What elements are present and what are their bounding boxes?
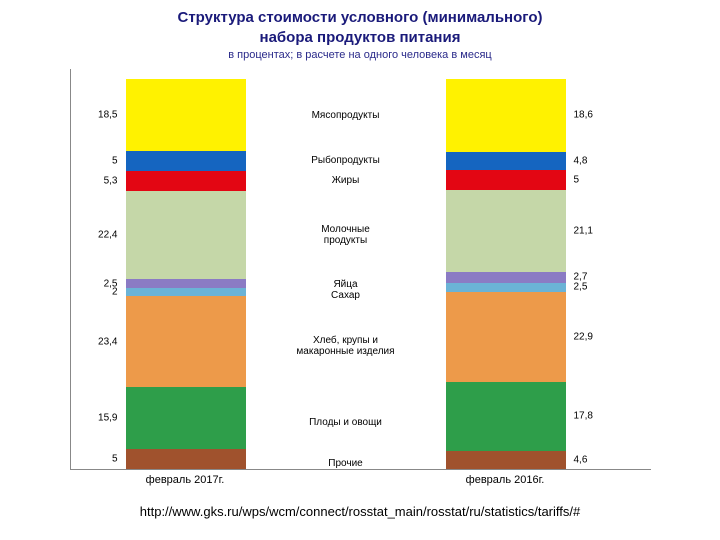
value-feb2017-7: 15,9	[98, 413, 117, 424]
segment-feb2017-0: 18,5	[126, 79, 246, 151]
value-feb2016-1: 4,8	[574, 155, 588, 166]
value-feb2016-5: 2,5	[574, 282, 588, 293]
title-line2: набора продуктов питания	[260, 29, 461, 46]
segment-feb2017-2: 5,3	[126, 171, 246, 192]
value-feb2016-8: 4,6	[574, 454, 588, 465]
segment-feb2016-5: 2,5	[446, 283, 566, 293]
segment-feb2016-3: 21,1	[446, 190, 566, 272]
chart-subtitle: в процентах; в расчете на одного человек…	[60, 49, 660, 61]
segment-feb2016-7: 17,8	[446, 382, 566, 451]
segment-feb2016-2: 5	[446, 170, 566, 190]
title-line1: Структура стоимости условного (минимальн…	[178, 9, 543, 26]
segment-feb2016-6: 22,9	[446, 292, 566, 381]
category-label-2: Жиры	[246, 171, 446, 192]
segment-feb2017-5: 2	[126, 288, 246, 296]
x-axis: февраль 2017г. февраль 2016г.	[70, 474, 650, 486]
segment-feb2016-8: 4,6	[446, 451, 566, 469]
category-label-5: Сахар	[246, 290, 446, 301]
segment-feb2016-1: 4,8	[446, 152, 566, 171]
bar-feb2016: 18,64,8521,12,72,522,917,84,6	[446, 79, 566, 469]
source-url: http://www.gks.ru/wps/wcm/connect/rossta…	[0, 504, 720, 519]
value-feb2016-7: 17,8	[574, 411, 593, 422]
category-label-3: Молочныепродукты	[246, 191, 446, 278]
center-labels: МясопродуктыРыбопродуктыЖирыМолочныепрод…	[246, 79, 446, 469]
category-label-7: Плоды и овощи	[246, 392, 446, 454]
value-feb2016-0: 18,6	[574, 110, 593, 121]
value-feb2017-2: 5,3	[104, 175, 118, 186]
category-label-0: Мясопродукты	[246, 79, 446, 151]
segment-feb2017-8: 5	[126, 449, 246, 469]
category-label-1: Рыбопродукты	[246, 151, 446, 171]
category-label-4: Яйца	[246, 279, 446, 290]
value-feb2017-6: 23,4	[98, 336, 117, 347]
segment-feb2017-3: 22,4	[126, 191, 246, 278]
value-feb2016-6: 22,9	[574, 331, 593, 342]
segment-feb2017-7: 15,9	[126, 387, 246, 449]
category-label-6: Хлеб, крупы имакаронные изделия	[246, 301, 446, 392]
segment-feb2016-4: 2,7	[446, 272, 566, 283]
value-feb2017-3: 22,4	[98, 229, 117, 240]
segment-feb2017-6: 23,4	[126, 296, 246, 387]
x-label-1: февраль 2016г.	[390, 474, 620, 486]
value-feb2016-3: 21,1	[574, 225, 593, 236]
category-label-8: Прочие	[246, 454, 446, 474]
chart-title: Структура стоимости условного (минимальн…	[60, 8, 660, 47]
bar-feb2017: 18,555,322,42,5223,415,95	[126, 79, 246, 469]
value-feb2017-5: 2	[112, 287, 118, 298]
segment-feb2016-0: 18,6	[446, 79, 566, 152]
value-feb2017-0: 18,5	[98, 110, 117, 121]
chart-area: 18,555,322,42,5223,415,95 МясопродуктыРы…	[70, 69, 651, 470]
segment-feb2017-1: 5	[126, 151, 246, 171]
x-label-0: февраль 2017г.	[70, 474, 300, 486]
value-feb2017-1: 5	[112, 155, 118, 166]
value-feb2016-2: 5	[574, 175, 580, 186]
value-feb2017-8: 5	[112, 454, 118, 465]
segment-feb2017-4: 2,5	[126, 279, 246, 289]
chart-container: Структура стоимости условного (минимальн…	[60, 0, 660, 486]
